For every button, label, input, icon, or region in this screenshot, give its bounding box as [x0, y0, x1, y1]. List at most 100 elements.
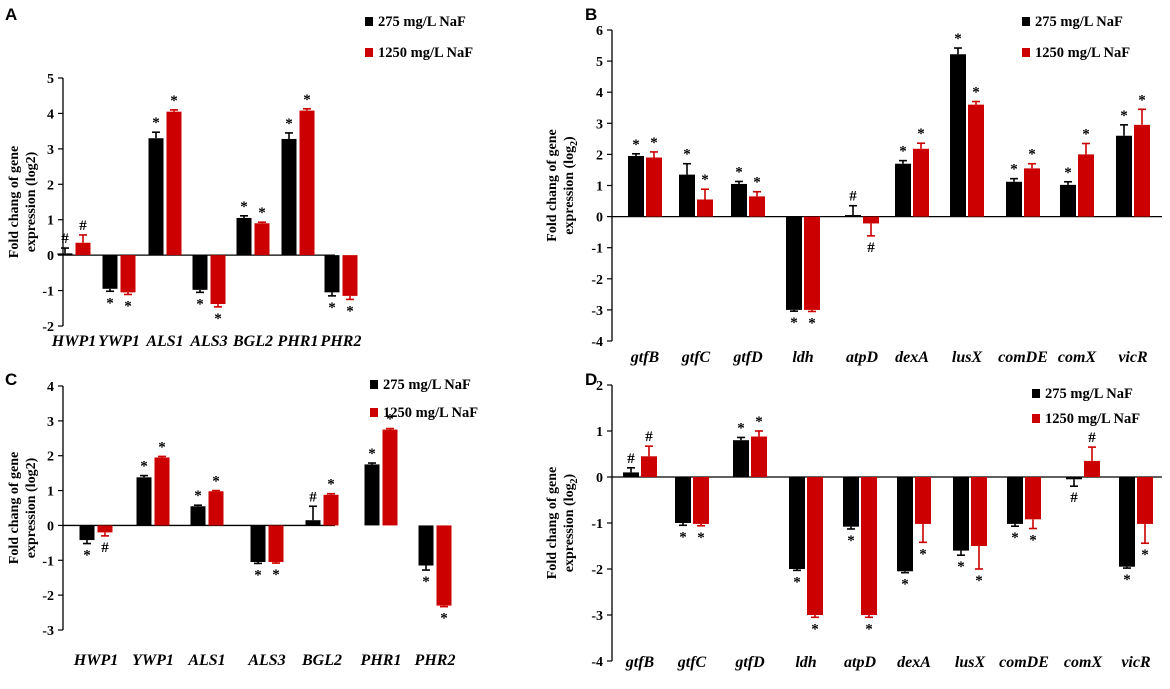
- significance-mark: *: [194, 488, 202, 504]
- significance-mark: *: [811, 621, 819, 637]
- significance-mark: *: [1028, 147, 1036, 163]
- significance-mark: #: [1070, 490, 1078, 506]
- category-label: ALS1: [145, 333, 183, 350]
- legend-swatch-series2: [1032, 414, 1040, 423]
- panel-letter: C: [5, 370, 17, 389]
- bar-series2: [697, 199, 713, 217]
- bar-series1: [364, 464, 380, 526]
- y-tick-label: 0: [47, 249, 54, 264]
- bar-series1: [789, 477, 805, 569]
- significance-mark: *: [124, 298, 132, 314]
- significance-mark: *: [737, 420, 745, 436]
- y-tick-label: 0: [596, 211, 603, 226]
- bar-series1: [895, 163, 911, 217]
- category-label: gtfC: [681, 349, 711, 366]
- legend-swatch-series2: [365, 48, 373, 57]
- category-label: ALS3: [189, 333, 227, 350]
- y-axis-label-line1: Fold chang of gene: [7, 146, 22, 258]
- y-tick-label: -2: [591, 273, 603, 288]
- y-axis-label-line2: expression (log2): [24, 151, 39, 252]
- chart-panel-c: C -3 -2 -1 0 1 2 3 4 Fold chang of gene expression…: [5, 370, 478, 669]
- y-tick-label: -1: [42, 554, 54, 569]
- bar-series1: [679, 174, 695, 217]
- bar-series1: [324, 255, 340, 293]
- category-label: comX: [1058, 349, 1097, 366]
- category-label: gtfC: [677, 654, 707, 671]
- significance-mark: *: [1141, 547, 1149, 563]
- significance-mark: *: [1120, 108, 1128, 124]
- significance-mark: *: [240, 199, 248, 215]
- panel-letter: A: [5, 5, 17, 24]
- significance-mark: *: [954, 31, 962, 47]
- category-label: ALS3: [247, 652, 285, 669]
- category-label: comDE: [998, 349, 1048, 366]
- bar-series1: [236, 217, 252, 256]
- y-axis-label-close: ): [562, 136, 577, 141]
- y-axis-label-text: expression (log: [562, 483, 577, 572]
- category-label: dexA: [897, 654, 931, 671]
- y-axis-label-line2: expression (log2): [562, 473, 580, 572]
- category-label: vicR: [1121, 654, 1151, 671]
- significance-mark: *: [346, 303, 354, 319]
- bar-series1: [845, 215, 861, 217]
- legend-label-series2: 1250 mg/L NaF: [1045, 411, 1140, 427]
- significance-mark: *: [679, 529, 687, 545]
- bar-series2: [208, 491, 224, 526]
- significance-mark: *: [212, 474, 220, 490]
- significance-mark: #: [79, 218, 87, 234]
- bar-series2: [751, 436, 767, 477]
- y-tick-label: 5: [596, 55, 603, 70]
- y-axis-label-line2: expression (log2): [562, 136, 580, 235]
- significance-mark: #: [627, 451, 635, 467]
- legend-swatch-series2: [1022, 48, 1030, 57]
- significance-mark: #: [61, 231, 69, 247]
- significance-mark: *: [735, 164, 743, 180]
- significance-mark: #: [1088, 430, 1096, 446]
- significance-mark: *: [285, 116, 293, 132]
- significance-mark: *: [106, 295, 114, 311]
- significance-mark: *: [196, 296, 204, 312]
- y-axis-label-line1: Fold chang of gene: [545, 129, 560, 241]
- y-tick-label: 1: [47, 214, 54, 229]
- significance-mark: *: [258, 205, 266, 221]
- significance-mark: *: [697, 530, 705, 546]
- bar-series2: [382, 429, 398, 526]
- bar-series2: [913, 148, 929, 217]
- bar-series1: [136, 477, 152, 526]
- legend-label-series2: 1250 mg/L NaF: [378, 45, 473, 61]
- significance-mark: *: [1011, 530, 1019, 546]
- bar-series2: [646, 157, 662, 217]
- bar-series1: [953, 477, 969, 551]
- bar-series1: [623, 472, 639, 477]
- bar-series1: [1116, 135, 1132, 217]
- y-axis-label-line1: Fold chang of gene: [7, 452, 22, 564]
- category-label: gtfD: [732, 349, 763, 366]
- category-label: ALS1: [187, 652, 225, 669]
- category-label: comDE: [999, 654, 1049, 671]
- bar-series2: [254, 223, 270, 256]
- y-axis-label: Fold chang of gene expression (log2): [545, 467, 580, 579]
- chart-panel-a: A -2 -1 0 1 2 3 4 5 Fold chang of gene expression …: [5, 5, 473, 350]
- category-label: PHR2: [320, 333, 362, 350]
- legend-label-series1: 275 mg/L NaF: [383, 377, 471, 393]
- bar-series2: [97, 525, 113, 533]
- bar-series1: [843, 477, 859, 527]
- bar-series1: [190, 506, 206, 526]
- bar-series1: [1066, 477, 1082, 480]
- category-label: BGL2: [232, 333, 273, 350]
- bar-series1: [250, 525, 266, 563]
- y-axis-label-close: ): [562, 473, 577, 478]
- y-axis-label-text: expression (log2): [24, 457, 39, 558]
- bar-series1: [731, 183, 747, 217]
- significance-mark: *: [1029, 533, 1037, 549]
- y-axis-label-text: expression (log2): [24, 151, 39, 252]
- bar-series2: [693, 477, 709, 524]
- bar-series2: [1137, 477, 1153, 524]
- bar-series1: [1006, 181, 1022, 217]
- category-label: comX: [1064, 654, 1103, 671]
- significance-mark: *: [368, 446, 376, 462]
- y-tick-label: -3: [591, 609, 603, 624]
- significance-mark: *: [83, 548, 91, 564]
- y-axis-label: Fold chang of gene expression (log2): [7, 146, 39, 258]
- significance-mark: *: [865, 621, 873, 637]
